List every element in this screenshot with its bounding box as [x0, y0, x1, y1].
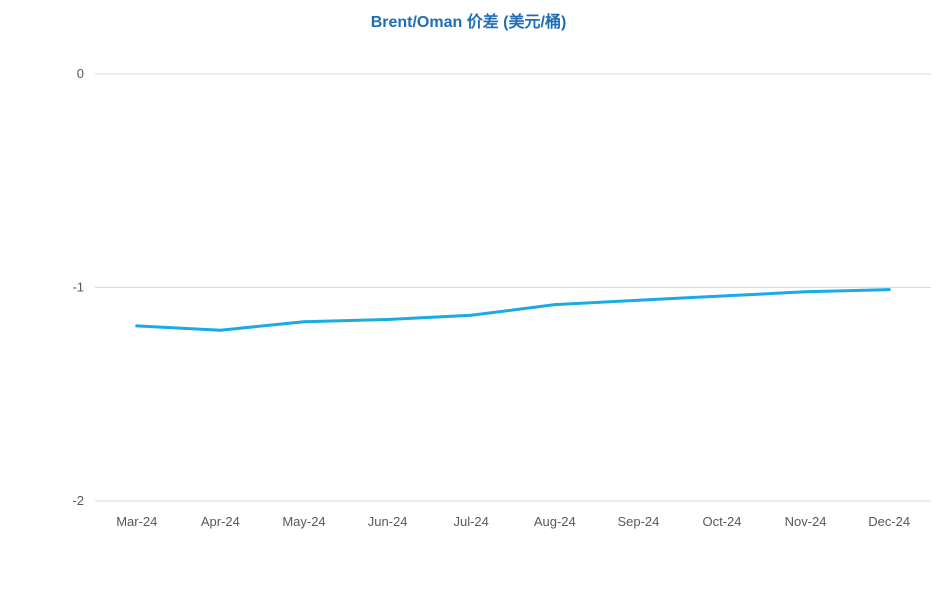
data-point — [636, 298, 640, 302]
x-tick-label: May-24 — [282, 514, 325, 529]
data-point — [553, 303, 557, 307]
y-tick-label: 0 — [77, 66, 84, 81]
x-tick-label: Jul-24 — [453, 514, 488, 529]
chart-title: Brent/Oman 价差 (美元/桶) — [370, 14, 567, 31]
data-point — [804, 290, 808, 294]
x-tick-label: Sep-24 — [617, 514, 659, 529]
data-point — [218, 328, 222, 332]
series-layer — [135, 288, 891, 332]
x-tick-label: Apr-24 — [201, 514, 240, 529]
y-tick-label: -2 — [72, 493, 84, 508]
x-tick-label: Aug-24 — [534, 514, 576, 529]
y-axis-ticks: 0 -1 -2 — [72, 66, 84, 508]
data-point — [135, 324, 139, 328]
data-point — [302, 320, 306, 324]
x-tick-label: Dec-24 — [868, 514, 910, 529]
x-tick-label: Mar-24 — [116, 514, 157, 529]
data-point — [720, 294, 724, 298]
data-point — [386, 318, 390, 322]
x-axis-ticks: Mar-24 Apr-24 May-24 Jun-24 Jul-24 Aug-24 Sep-… — [116, 514, 910, 529]
gridlines — [95, 73, 931, 502]
x-tick-label: Nov-24 — [785, 514, 827, 529]
data-point — [469, 313, 473, 317]
data-point — [887, 288, 891, 292]
x-tick-label: Oct-24 — [702, 514, 741, 529]
series-line — [135, 288, 891, 332]
x-tick-label: Jun-24 — [368, 514, 408, 529]
y-tick-label: -1 — [72, 280, 84, 295]
